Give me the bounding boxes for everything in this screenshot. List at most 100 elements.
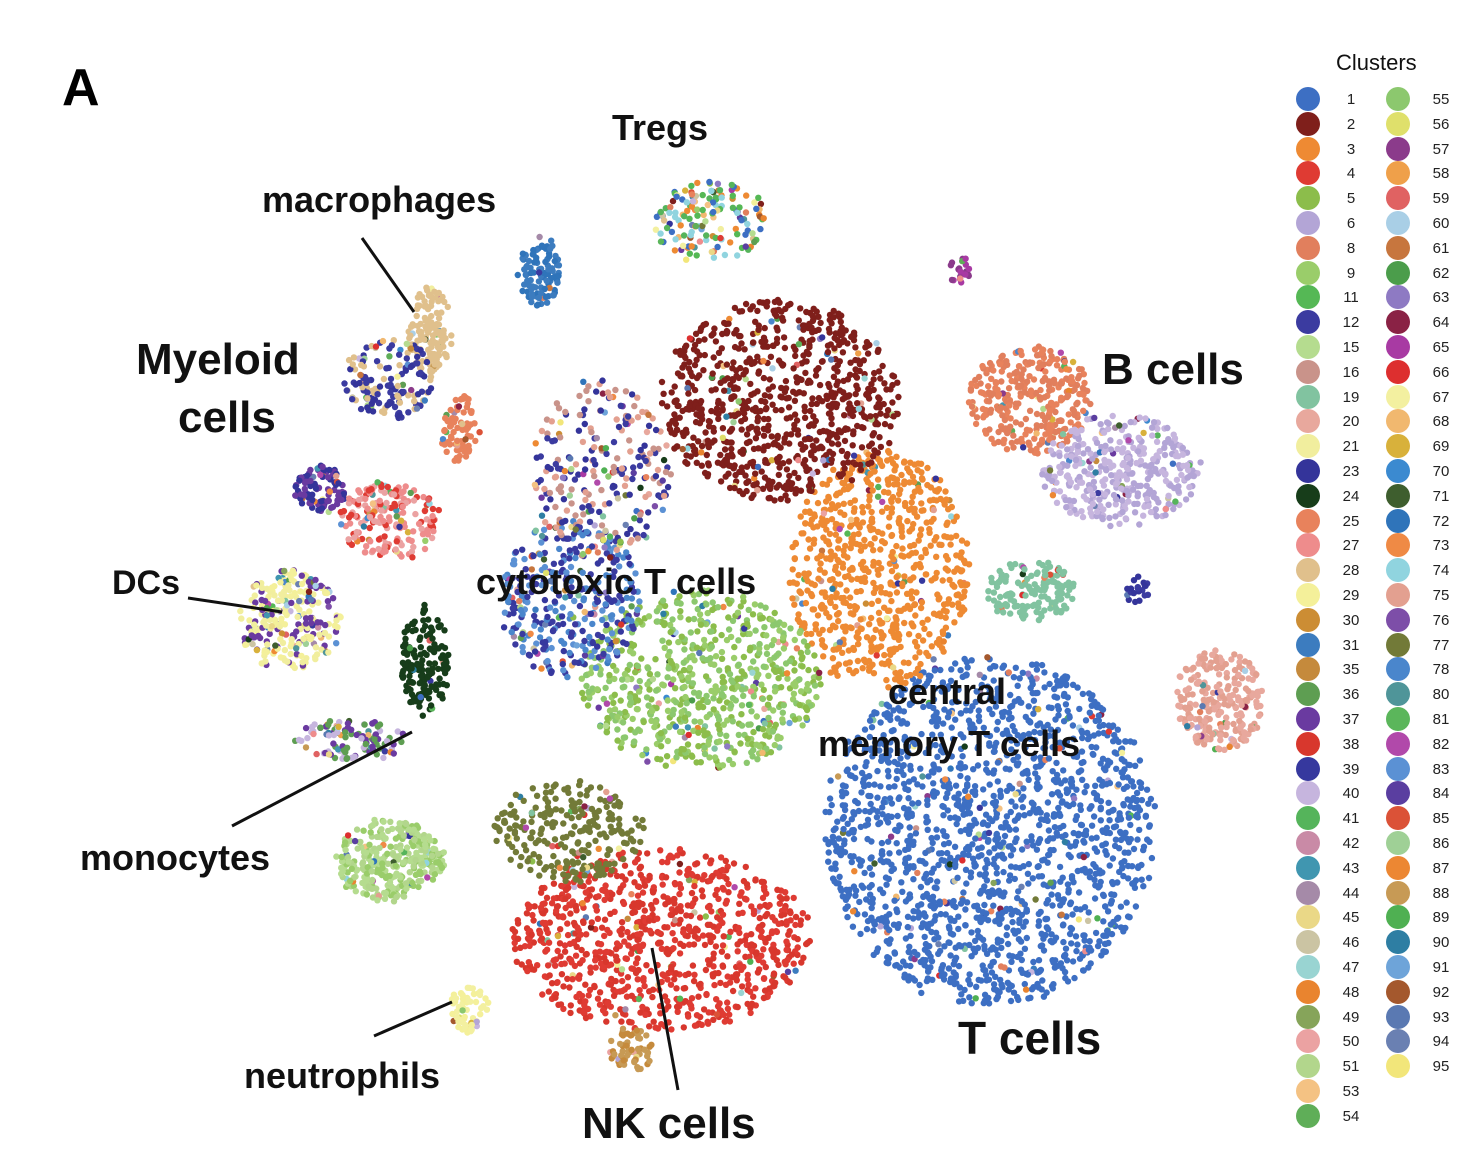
cell-point	[596, 989, 604, 996]
cell-point	[780, 634, 787, 641]
cell-point	[811, 513, 818, 520]
cell-point	[875, 346, 882, 353]
cell-point	[1145, 874, 1153, 882]
cell-point	[762, 398, 769, 406]
cell-point	[825, 495, 832, 502]
cell-point	[745, 397, 752, 405]
cell-point	[796, 629, 803, 636]
cell-point	[606, 533, 614, 540]
cell-point	[1118, 756, 1126, 763]
cell-point	[538, 935, 546, 942]
cell-point	[859, 558, 867, 566]
cell-point	[840, 599, 847, 606]
cell-point	[986, 781, 993, 788]
cell-point	[1061, 673, 1069, 680]
cell-point	[894, 908, 901, 916]
cell-point	[619, 676, 626, 683]
cell-point	[585, 688, 592, 695]
cell-point	[984, 654, 991, 661]
cell-point	[931, 764, 938, 771]
cell-point	[793, 417, 801, 424]
cell-point	[881, 420, 889, 428]
cell-point	[550, 880, 558, 887]
cell-point	[654, 618, 661, 625]
cell-point	[916, 649, 923, 656]
cell-point	[658, 378, 666, 386]
cell-point	[1111, 749, 1119, 756]
cell-point	[778, 394, 786, 401]
cell-point	[603, 1018, 610, 1025]
cell-point	[592, 957, 599, 964]
cell-point	[848, 858, 855, 866]
cell-point	[1038, 661, 1046, 669]
cell-point	[646, 670, 654, 678]
cell-point	[1123, 835, 1131, 842]
cell-point	[796, 588, 803, 595]
cell-point	[735, 374, 742, 382]
cell-point	[738, 418, 745, 425]
cell-point	[980, 724, 987, 731]
cell-point	[900, 459, 908, 466]
cell-point	[1015, 812, 1023, 819]
cell-point	[695, 692, 702, 700]
cell-point	[813, 437, 820, 444]
cell-point	[928, 920, 935, 927]
cell-point	[511, 928, 519, 935]
cell-point	[850, 809, 857, 816]
cell-point	[878, 631, 885, 638]
cell-point	[566, 984, 573, 991]
cell-point	[926, 497, 934, 504]
cell-point	[989, 817, 996, 825]
cell-point	[939, 630, 947, 637]
cell-point	[908, 525, 916, 532]
cell-point	[1030, 697, 1038, 704]
cell-point	[910, 623, 917, 630]
cell-point	[747, 357, 754, 364]
cell-point	[1025, 776, 1032, 783]
cell-point	[890, 865, 898, 873]
cell-point	[877, 783, 884, 790]
cell-point	[908, 505, 915, 512]
cell-point	[688, 697, 696, 704]
cell-point	[684, 741, 692, 748]
cell-point	[708, 643, 715, 650]
cell-point	[745, 701, 753, 708]
cell-point	[1047, 846, 1054, 854]
cell-point	[695, 405, 702, 412]
cell-point	[1084, 735, 1092, 743]
cell-point	[991, 855, 998, 863]
cell-point	[681, 646, 688, 653]
cell-point	[933, 534, 940, 541]
cell-point	[893, 840, 900, 847]
cell-point	[807, 520, 814, 528]
cell-point	[837, 318, 844, 326]
cell-point	[792, 967, 799, 974]
cell-point	[660, 610, 667, 617]
cell-point	[1079, 690, 1087, 698]
cell-point	[1142, 812, 1150, 819]
cell-point	[930, 506, 937, 514]
cell-point	[723, 458, 730, 466]
cell-point	[719, 401, 726, 408]
cell-point	[874, 493, 882, 500]
cell-point	[717, 979, 724, 987]
cell-point	[905, 468, 913, 475]
cell-point	[1049, 768, 1056, 775]
cell-point	[945, 923, 953, 930]
cell-point	[962, 559, 969, 567]
cell-point	[943, 608, 950, 615]
cell-point	[1011, 817, 1019, 824]
cell-point	[1029, 875, 1037, 882]
cell-point	[839, 893, 846, 900]
cell-point	[955, 998, 963, 1005]
cell-point	[864, 350, 872, 357]
cell-point	[1077, 767, 1085, 774]
cell-point	[827, 599, 834, 607]
cell-point	[898, 471, 905, 479]
cell-point	[883, 881, 890, 888]
cell-point	[934, 591, 941, 598]
cell-point	[580, 695, 588, 702]
cell-point	[1090, 813, 1098, 820]
cell-point	[708, 387, 715, 394]
cell-point	[729, 718, 736, 725]
